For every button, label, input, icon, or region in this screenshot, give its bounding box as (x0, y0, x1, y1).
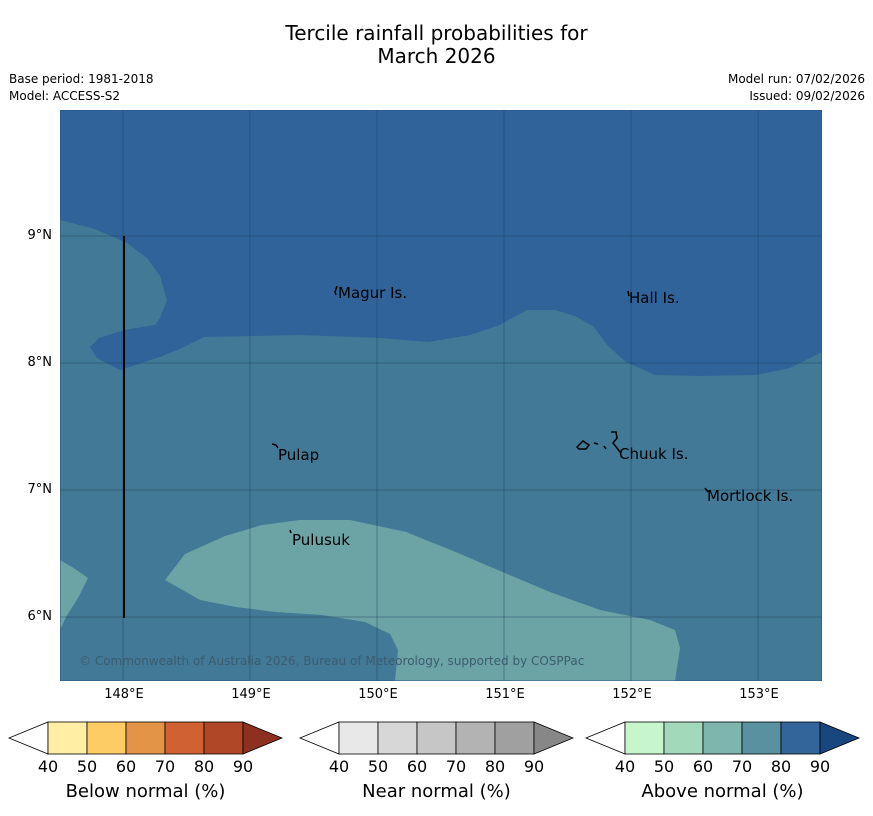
colorbar-above-segment (741, 721, 782, 755)
region-above-60-south (165, 520, 680, 681)
island-magur (334, 285, 338, 296)
place-label-pulusuk: Pulusuk (292, 531, 350, 549)
colorbar-below-tick: 80 (193, 757, 215, 776)
colorbar-below-tick: 40 (37, 757, 59, 776)
colorbar-near-segment (455, 721, 496, 755)
lat-tick-8n: 8°N (27, 355, 53, 370)
colorbar-above-max-extend (819, 721, 861, 755)
colorbar-above-tick: 60 (692, 757, 714, 776)
island-chuuk-lagoon (575, 431, 621, 453)
lat-tick-7n: 7°N (27, 482, 53, 497)
model-run-text: Model run: 07/02/2026 (727, 72, 865, 86)
island-mortlock (704, 487, 709, 493)
place-label-magur: Magur Is. (338, 284, 408, 302)
colorbar-below-label: Below normal (%) (65, 781, 226, 802)
copyright-notice: © Commonwealth of Australia 2026, Bureau… (79, 654, 585, 668)
title-line-2: March 2026 (377, 44, 496, 68)
colorbar-above-tick: 80 (770, 757, 792, 776)
colorbar-near-segment (338, 721, 379, 755)
island-pulap (271, 443, 279, 449)
colorbar-above-min-extend (584, 721, 626, 755)
meta-right: Model run: 07/02/2026 Issued: 09/02/2026 (728, 71, 865, 105)
base-period-text: Base period: 1981-2018 (9, 72, 154, 86)
place-label-pulap: Pulap (278, 446, 320, 464)
colorbar-below (7, 721, 284, 755)
colorbar-above-label: Above normal (%) (641, 781, 804, 802)
model-text: Model: ACCESS-S2 (9, 89, 121, 103)
colorbar-near-segment (494, 721, 535, 755)
lon-tick-150e: 150°E (358, 687, 398, 702)
lon-tick-148e: 148°E (104, 687, 144, 702)
colorbar-near-tick: 80 (484, 757, 506, 776)
place-label-chuuk: Chuuk Is. (619, 445, 689, 463)
issued-text: Issued: 09/02/2026 (749, 89, 865, 103)
colorbar-below-tick: 60 (115, 757, 137, 776)
colorbar-above-segment (663, 721, 704, 755)
region-above-80-north (60, 110, 822, 376)
colorbar-below-segment (125, 721, 166, 755)
lon-tick-149e: 149°E (231, 687, 271, 702)
lon-tick-153e: 153°E (739, 687, 779, 702)
colorbar-below-tick: 90 (232, 757, 254, 776)
colorbar-above-tick: 50 (653, 757, 675, 776)
island-outlines (271, 285, 709, 534)
colorbar-near-tick: 60 (406, 757, 428, 776)
colorbar-below-segment (86, 721, 127, 755)
colorbar-near-segment (377, 721, 418, 755)
colorbar-near-min-extend (298, 721, 340, 755)
colorbar-below-tick: 50 (76, 757, 98, 776)
colorbar-above-segment (702, 721, 743, 755)
title-line-1: Tercile rainfall probabilities for (285, 21, 588, 45)
map-title: Tercile rainfall probabilities for March… (0, 22, 873, 68)
lon-tick-152e: 152°E (612, 687, 652, 702)
colorbar-above-tick: 90 (809, 757, 831, 776)
colorbar-below-segment (164, 721, 205, 755)
place-label-mortlock: Mortlock Is. (707, 487, 794, 505)
colorbar-near-tick: 70 (445, 757, 467, 776)
island-hall (627, 290, 630, 297)
colorbar-below-segment (47, 721, 88, 755)
colorbar-near-label: Near normal (%) (362, 781, 511, 802)
colorbar-below-tick: 70 (154, 757, 176, 776)
colorbar-near-max-extend (533, 721, 575, 755)
island-pulusuk (289, 529, 292, 534)
colorbar-near-tick: 50 (367, 757, 389, 776)
colorbar-near-tick: 40 (328, 757, 350, 776)
colorbar-below-max-extend (242, 721, 284, 755)
colorbar-below-min-extend (7, 721, 49, 755)
colorbar-above-tick: 70 (731, 757, 753, 776)
lon-tick-151e: 151°E (485, 687, 525, 702)
colorbar-near (298, 721, 575, 755)
colorbar-above-tick: 40 (614, 757, 636, 776)
colorbar-near-segment (416, 721, 457, 755)
colorbar-near-tick: 90 (523, 757, 545, 776)
lat-tick-9n: 9°N (27, 228, 53, 243)
colorbar-above (584, 721, 861, 755)
colorbar-above-segment (780, 721, 821, 755)
region-above-60-southwest (60, 560, 88, 630)
meta-left: Base period: 1981-2018 Model: ACCESS-S2 (9, 71, 154, 105)
lat-tick-6n: 6°N (27, 609, 53, 624)
colorbar-above-segment (624, 721, 665, 755)
place-label-hall: Hall Is. (629, 289, 680, 307)
colorbar-below-segment (203, 721, 244, 755)
